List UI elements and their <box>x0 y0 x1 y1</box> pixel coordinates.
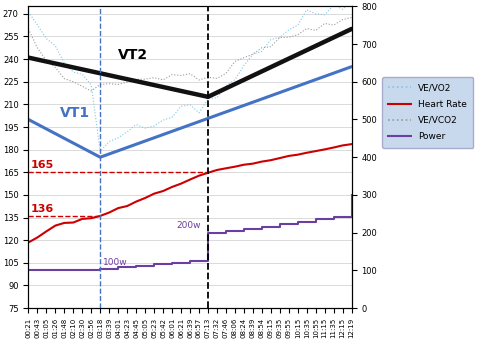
Text: 165: 165 <box>31 160 54 170</box>
Text: 200w: 200w <box>177 221 201 231</box>
Text: VT2: VT2 <box>118 48 148 62</box>
Legend: VE/VO2, Heart Rate, VE/VCO2, Power: VE/VO2, Heart Rate, VE/VCO2, Power <box>382 77 473 148</box>
Text: VT1: VT1 <box>60 106 90 120</box>
Text: 100w: 100w <box>103 257 128 267</box>
Text: 136: 136 <box>31 204 54 214</box>
